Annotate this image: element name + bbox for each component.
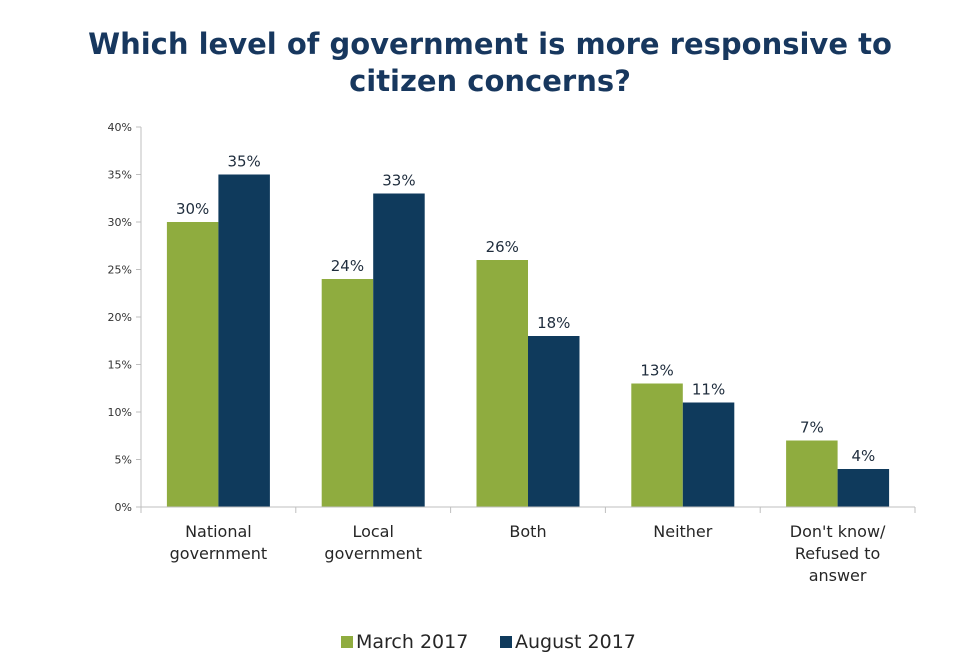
y-tick-label: 40%	[108, 121, 132, 134]
data-label: 18%	[537, 314, 570, 332]
data-label: 33%	[382, 172, 415, 190]
legend-label: August 2017	[515, 631, 636, 653]
bar	[321, 279, 374, 507]
data-label: 24%	[331, 257, 364, 275]
legend-swatch	[341, 636, 353, 648]
data-label: 35%	[227, 153, 260, 171]
bar	[528, 336, 580, 507]
bar	[218, 174, 270, 507]
y-tick-label: 5%	[115, 454, 132, 467]
y-tick-label: 35%	[108, 169, 132, 182]
data-label: 13%	[640, 362, 673, 380]
category-label: Local government	[324, 522, 422, 563]
data-label: 26%	[486, 238, 519, 256]
y-tick-label: 30%	[108, 216, 132, 229]
legend-label: March 2017	[356, 631, 468, 653]
category-label: Don't know/Refused to answer	[790, 522, 886, 585]
data-label: 30%	[176, 200, 209, 218]
data-label: 7%	[800, 419, 824, 437]
y-tick-label: 10%	[108, 406, 132, 419]
y-tick-label: 20%	[108, 311, 132, 324]
data-label: 4%	[851, 447, 875, 465]
bar	[373, 193, 425, 507]
y-tick-label: 0%	[115, 501, 132, 514]
y-tick-label: 15%	[108, 359, 132, 372]
y-tick-label: 25%	[108, 264, 132, 277]
chart-title: Which level of government is more respon…	[88, 27, 892, 98]
bar	[682, 402, 735, 507]
category-label: Neither	[653, 522, 713, 541]
bar	[166, 222, 219, 507]
bar	[837, 469, 890, 507]
bar	[476, 260, 528, 507]
category-label: National government	[170, 522, 268, 563]
bar	[786, 440, 838, 507]
bar	[631, 383, 683, 507]
data-label: 11%	[692, 381, 725, 399]
legend-swatch	[500, 636, 512, 648]
category-label: Both	[509, 522, 546, 541]
